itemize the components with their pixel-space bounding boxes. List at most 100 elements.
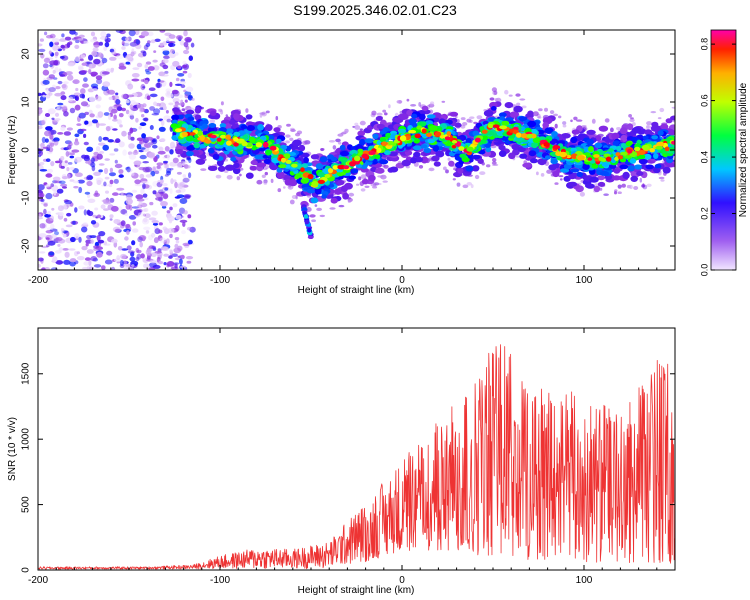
noise-blob [144, 197, 149, 201]
ridge-blob [657, 130, 664, 136]
noise-blob [158, 229, 163, 234]
noise-blob [63, 259, 71, 265]
noise-blob [127, 83, 134, 90]
noise-blob [38, 213, 42, 218]
ridge-blob [207, 147, 215, 154]
noise-blob [143, 208, 149, 212]
noise-blob [113, 219, 120, 224]
ridge-blob [225, 128, 234, 134]
noise-blob [120, 220, 126, 227]
noise-blob [60, 126, 66, 131]
noise-blob [66, 127, 73, 131]
noise-blob [134, 183, 143, 187]
ridge-blob [249, 165, 257, 171]
ridge-blob [588, 146, 594, 153]
noise-blob [58, 180, 66, 185]
noise-blob [38, 43, 43, 47]
noise-blob [138, 201, 143, 205]
noise-blob [172, 90, 180, 97]
ridge-blob [392, 117, 402, 123]
ridge-blob [379, 159, 389, 165]
noise-blob [119, 124, 123, 128]
ridge-blob [435, 150, 445, 158]
noise-blob [182, 60, 187, 66]
noise-blob [181, 230, 186, 235]
halo-blob [570, 119, 573, 123]
ridge-blob [327, 168, 334, 174]
noise-blob [72, 220, 76, 225]
noise-blob [142, 213, 146, 217]
noise-blob [93, 192, 100, 197]
noise-blob [48, 50, 52, 55]
ridge-blob [542, 122, 549, 129]
halo-blob [263, 180, 268, 185]
ridge-blob [433, 161, 441, 167]
noise-blob [59, 55, 65, 59]
halo-blob [573, 116, 578, 121]
noise-blob [103, 46, 108, 51]
halo-blob [309, 214, 316, 218]
ridge-blob [251, 145, 257, 151]
noise-blob [129, 114, 135, 120]
noise-blob [67, 173, 71, 179]
noise-blob [142, 51, 147, 57]
noise-blob [125, 61, 131, 65]
halo-blob [388, 104, 391, 109]
noise-blob [144, 79, 149, 85]
halo-blob [184, 99, 188, 103]
noise-blob [98, 136, 103, 142]
ridge-blob [229, 119, 236, 125]
ridge-blob [245, 114, 253, 120]
halo-blob [320, 148, 324, 152]
colorbar-label: Normalized spectral amplitude [738, 82, 749, 217]
halo-blob [283, 186, 286, 189]
noise-blob [148, 234, 153, 241]
noise-blob [137, 204, 143, 209]
ridge-blob [465, 165, 474, 172]
noise-blob [102, 144, 109, 151]
noise-blob [132, 150, 139, 155]
noise-blob [148, 87, 156, 91]
noise-blob [183, 49, 190, 55]
noise-blob [38, 108, 43, 115]
ridge-blob [216, 159, 224, 167]
ridge-blob [186, 145, 196, 151]
noise-blob [145, 61, 152, 65]
ridge-blob [233, 113, 240, 120]
halo-blob [581, 125, 587, 128]
ridge-blob [461, 157, 470, 163]
snr-line [38, 344, 675, 570]
ridge-blob [472, 165, 480, 172]
ridge-blob [655, 145, 664, 150]
noise-blob [69, 166, 75, 171]
halo-blob [328, 140, 336, 143]
ridge-blob [423, 147, 432, 154]
noise-blob [145, 174, 152, 178]
ridge-blob [284, 179, 292, 186]
halo-blob [377, 175, 384, 178]
noise-blob [160, 96, 165, 102]
noise-blob [185, 256, 194, 260]
halo-blob [469, 116, 475, 119]
ridge-blob [559, 151, 567, 158]
noise-blob [40, 198, 45, 202]
noise-blob [91, 50, 98, 57]
ridge-blob [376, 123, 385, 130]
noise-blob [106, 250, 113, 256]
noise-blob [90, 38, 98, 43]
noise-blob [118, 141, 125, 148]
ridge-blob [246, 125, 255, 131]
noise-blob [108, 96, 113, 100]
ridge-blob [530, 158, 538, 164]
ridge-blob [522, 162, 533, 168]
noise-blob [172, 60, 180, 67]
noise-blob [109, 197, 115, 203]
noise-blob [150, 39, 156, 44]
ridge-blob [571, 153, 578, 159]
noise-blob [126, 245, 132, 251]
halo-blob [180, 99, 184, 104]
noise-blob [128, 30, 136, 37]
noise-blob [109, 214, 114, 219]
ridge-blob [613, 168, 621, 174]
noise-blob [126, 230, 130, 235]
